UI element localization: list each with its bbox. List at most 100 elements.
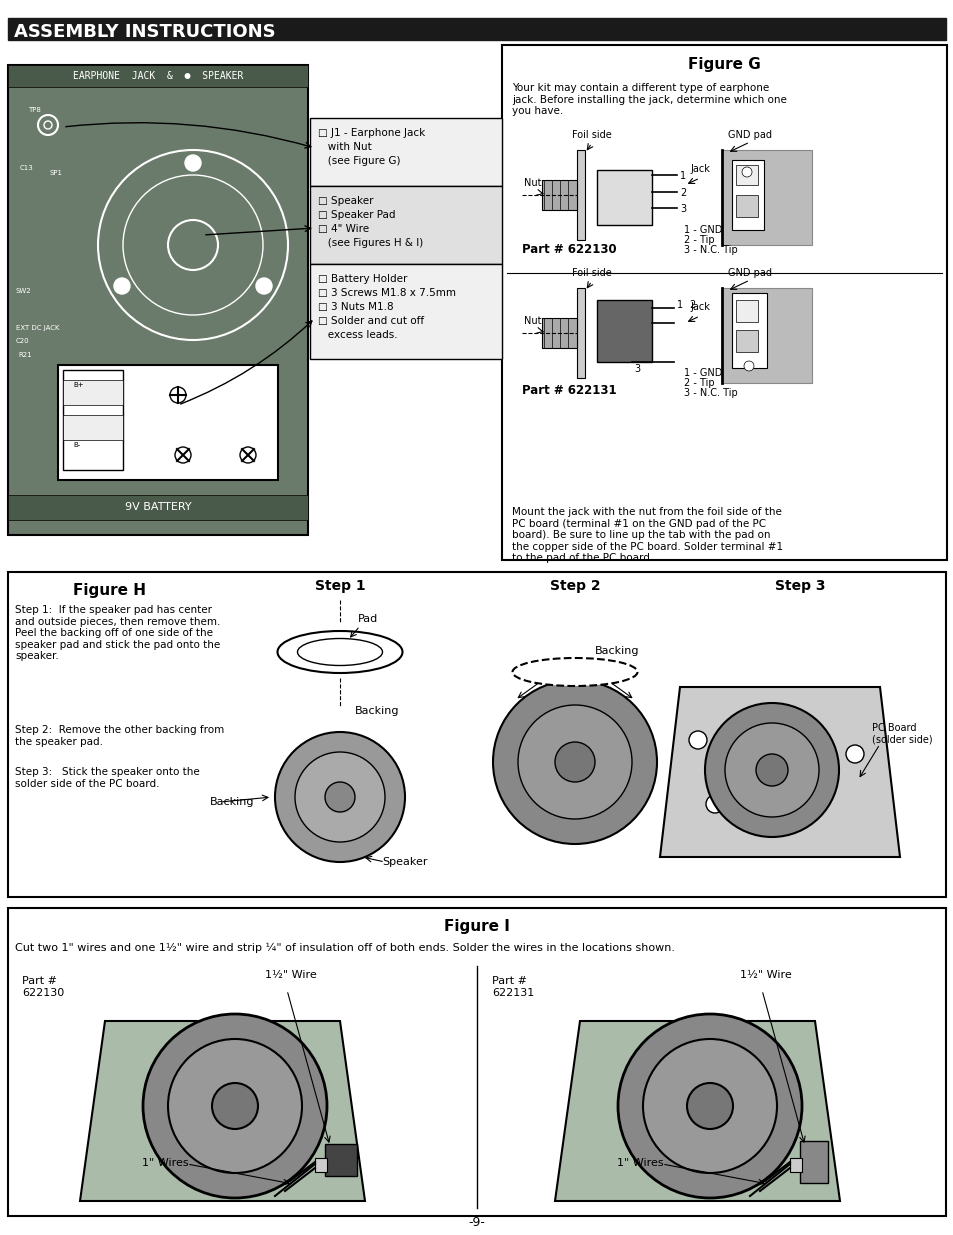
Text: 1 - GND: 1 - GND [683, 368, 721, 378]
Text: GND pad: GND pad [727, 268, 771, 278]
Bar [731, 161, 763, 230]
Bar [577, 149, 584, 240]
Ellipse shape [277, 631, 402, 673]
Text: PC Board
(solder side): PC Board (solder side) [871, 724, 932, 745]
Text: Jack: Jack [689, 164, 709, 174]
Text: Backing: Backing [355, 706, 399, 716]
Bar [800, 1141, 827, 1183]
Text: 3: 3 [679, 204, 685, 214]
Bar [789, 1158, 801, 1172]
Circle shape [759, 711, 776, 729]
Text: Cut two 1" wires and one 1½" wire and strip ¼" of insulation off of both ends. S: Cut two 1" wires and one 1½" wire and st… [15, 944, 675, 953]
Bar [735, 165, 758, 185]
Bar [8, 908, 945, 1216]
Text: with Nut: with Nut [317, 142, 372, 152]
Bar [735, 330, 758, 352]
Text: Backing: Backing [595, 646, 639, 656]
Bar [8, 65, 308, 535]
Text: Figure H: Figure H [73, 583, 147, 598]
Text: C13: C13 [20, 165, 33, 170]
Circle shape [618, 1014, 801, 1198]
Circle shape [294, 752, 385, 842]
Bar [597, 300, 651, 362]
Circle shape [686, 1083, 732, 1129]
Text: Jack: Jack [689, 303, 709, 312]
Text: 9V BATTERY: 9V BATTERY [125, 501, 192, 513]
Text: Nut: Nut [523, 316, 541, 326]
Circle shape [274, 732, 405, 862]
Circle shape [170, 387, 186, 403]
Text: 1" Wires: 1" Wires [142, 1158, 188, 1168]
Text: Figure I: Figure I [443, 919, 510, 934]
Polygon shape [80, 1021, 365, 1200]
Text: excess leads.: excess leads. [317, 330, 397, 340]
Text: □ 4" Wire: □ 4" Wire [317, 224, 369, 233]
Polygon shape [659, 687, 899, 857]
Bar [577, 288, 584, 378]
Ellipse shape [297, 638, 382, 666]
Bar [8, 19, 945, 40]
Text: TP8: TP8 [28, 107, 41, 112]
Text: □ 3 Screws M1.8 x 7.5mm: □ 3 Screws M1.8 x 7.5mm [317, 288, 456, 298]
Text: Speaker: Speaker [381, 857, 427, 867]
Circle shape [212, 1083, 257, 1129]
Text: Step 1:  If the speaker pad has center
and outside pieces, then remove them.
Pee: Step 1: If the speaker pad has center an… [15, 605, 220, 662]
Text: 3 - N.C. Tip: 3 - N.C. Tip [683, 388, 737, 398]
Text: B-: B- [73, 442, 80, 448]
Text: 2 - Tip: 2 - Tip [683, 235, 714, 245]
Text: Figure G: Figure G [687, 58, 760, 73]
Text: 2 - Tip: 2 - Tip [683, 378, 714, 388]
Circle shape [174, 447, 191, 463]
Circle shape [704, 703, 838, 837]
Ellipse shape [512, 658, 637, 685]
Text: □ J1 - Earphone Jack: □ J1 - Earphone Jack [317, 128, 425, 138]
Circle shape [255, 278, 272, 294]
Circle shape [143, 1014, 327, 1198]
Bar [721, 149, 811, 245]
Text: Foil side: Foil side [572, 268, 611, 278]
Bar [310, 119, 501, 186]
Bar [310, 186, 501, 264]
Text: □ Speaker Pad: □ Speaker Pad [317, 210, 395, 220]
Circle shape [185, 156, 201, 170]
Text: 2: 2 [688, 300, 695, 310]
Text: □ 3 Nuts M1.8: □ 3 Nuts M1.8 [317, 303, 394, 312]
Circle shape [741, 167, 751, 177]
Circle shape [845, 745, 863, 763]
Text: 2: 2 [679, 188, 685, 198]
Text: Pad: Pad [357, 614, 377, 624]
Text: 1: 1 [679, 170, 685, 182]
Bar [58, 366, 277, 480]
Text: Step 3: Step 3 [774, 579, 824, 593]
Bar [63, 370, 123, 471]
Circle shape [755, 755, 787, 785]
Circle shape [168, 1039, 302, 1173]
Text: 3 - N.C. Tip: 3 - N.C. Tip [683, 245, 737, 254]
Bar [735, 300, 758, 322]
Text: Nut: Nut [523, 178, 541, 188]
Bar [63, 415, 123, 440]
Text: 1½" Wire: 1½" Wire [740, 969, 791, 981]
Text: Foil side: Foil side [572, 130, 611, 140]
Text: C20: C20 [16, 338, 30, 345]
Circle shape [168, 220, 218, 270]
Circle shape [724, 722, 818, 818]
Text: Step 2: Step 2 [549, 579, 599, 593]
Text: Part #
622130: Part # 622130 [22, 976, 64, 998]
Text: 1: 1 [677, 300, 682, 310]
Circle shape [113, 278, 130, 294]
Bar [735, 195, 758, 217]
Bar [8, 65, 308, 86]
Text: Backing: Backing [210, 797, 254, 806]
Text: Step 3:   Stick the speaker onto the
solder side of the PC board.: Step 3: Stick the speaker onto the solde… [15, 767, 199, 789]
Text: -9-: -9- [468, 1215, 485, 1229]
Text: EARPHONE  JACK  &  ●  SPEAKER: EARPHONE JACK & ● SPEAKER [72, 70, 243, 82]
Bar [314, 1158, 327, 1172]
Text: (see Figures H & I): (see Figures H & I) [317, 238, 423, 248]
Text: 3: 3 [634, 364, 639, 374]
Text: R21: R21 [18, 352, 31, 358]
Bar [8, 495, 308, 520]
Circle shape [98, 149, 288, 340]
Bar [325, 1144, 356, 1176]
Text: (see Figure G): (see Figure G) [317, 156, 400, 165]
